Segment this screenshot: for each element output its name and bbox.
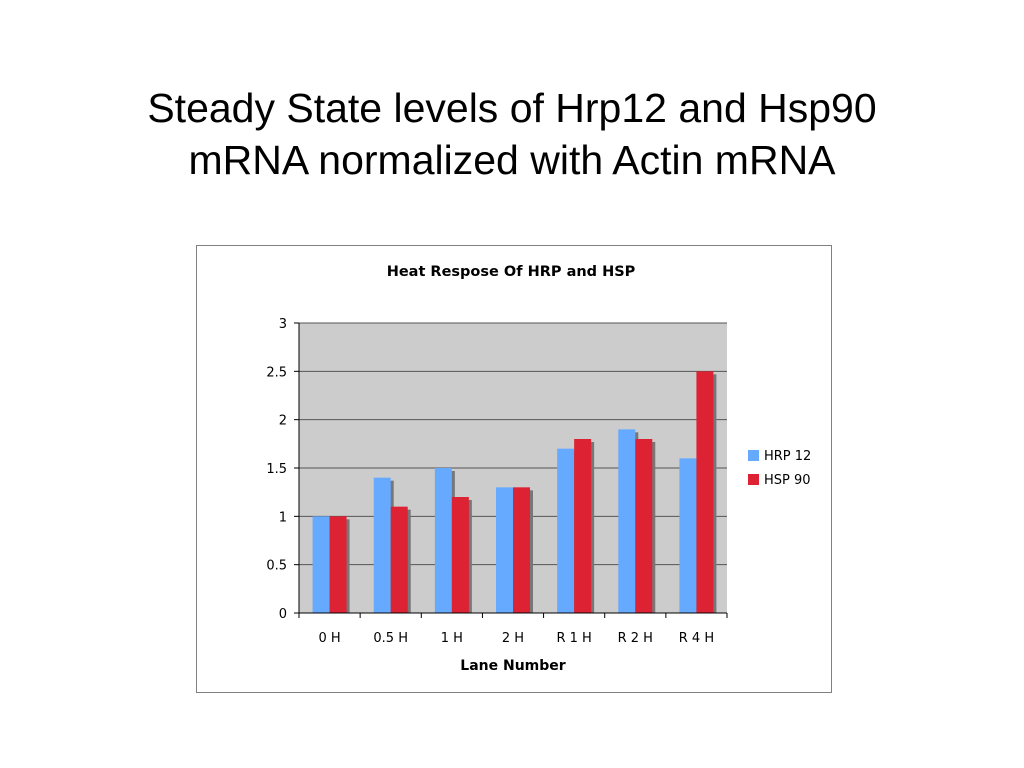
bar-hsp-90 bbox=[451, 497, 469, 613]
bar-hsp-90 bbox=[513, 487, 530, 613]
legend-label: HSP 90 bbox=[764, 473, 811, 488]
bar-hrp-12 bbox=[496, 487, 513, 613]
legend: HRP 12 HSP 90 bbox=[748, 449, 811, 488]
chart-title: Heat Respose Of HRP and HSP bbox=[387, 264, 636, 280]
x-tick-label: 0.5 H bbox=[373, 631, 408, 646]
x-tick-label: R 1 H bbox=[556, 631, 591, 646]
bar-hrp-12 bbox=[434, 468, 452, 613]
x-tick-label: 0 H bbox=[318, 631, 340, 646]
y-tick-label: 2 bbox=[279, 414, 287, 429]
slide-title-line-1: Steady State levels of Hrp12 and Hsp90 bbox=[147, 85, 877, 131]
bar-chart: Heat Respose Of HRP and HSP 0 0.5 1 1.5 2 2.5… bbox=[266, 264, 811, 674]
bar-hrp-12 bbox=[618, 429, 636, 613]
y-tick-labels: 0 0.5 1 1.5 2 2.5 3 bbox=[266, 317, 287, 622]
legend-swatch bbox=[748, 450, 759, 461]
slide-title-line-2: mRNA normalized with Actin mRNA bbox=[188, 137, 836, 183]
bar-hsp-90 bbox=[635, 439, 653, 613]
y-tick-label: 1 bbox=[279, 510, 287, 525]
x-tick-label: 1 H bbox=[441, 631, 463, 646]
y-tick-label: 2.5 bbox=[266, 365, 287, 380]
y-tick-label: 1.5 bbox=[266, 462, 287, 477]
x-tick-label: R 2 H bbox=[618, 631, 653, 646]
bar-hrp-12 bbox=[557, 448, 575, 613]
slide-title: Steady State levels of Hrp12 and Hsp90 m… bbox=[0, 82, 1024, 186]
legend-swatch bbox=[748, 474, 759, 485]
x-tick-label: R 4 H bbox=[679, 631, 714, 646]
bar-hrp-12 bbox=[373, 477, 391, 613]
bar-hrp-12 bbox=[312, 516, 330, 613]
bar-hsp-90 bbox=[329, 516, 347, 613]
x-axis-label: Lane Number bbox=[460, 658, 565, 674]
bars bbox=[312, 371, 717, 613]
bar-hsp-90 bbox=[390, 506, 408, 613]
y-tick-label: 3 bbox=[279, 317, 287, 332]
y-tick-label: 0.5 bbox=[266, 559, 287, 574]
bar-hsp-90 bbox=[574, 439, 592, 613]
y-tick-label: 0 bbox=[279, 607, 287, 622]
x-tick-labels: 0 H 0.5 H 1 H 2 H R 1 H R 2 H R 4 H bbox=[318, 631, 714, 646]
bar-hrp-12 bbox=[679, 458, 697, 613]
axes bbox=[294, 322, 728, 618]
bar-hsp-90 bbox=[696, 371, 714, 613]
legend-label: HRP 12 bbox=[764, 449, 811, 464]
chart-container: Heat Respose Of HRP and HSP 0 0.5 1 1.5 2 2.5… bbox=[196, 245, 832, 693]
x-tick-label: 2 H bbox=[502, 631, 524, 646]
